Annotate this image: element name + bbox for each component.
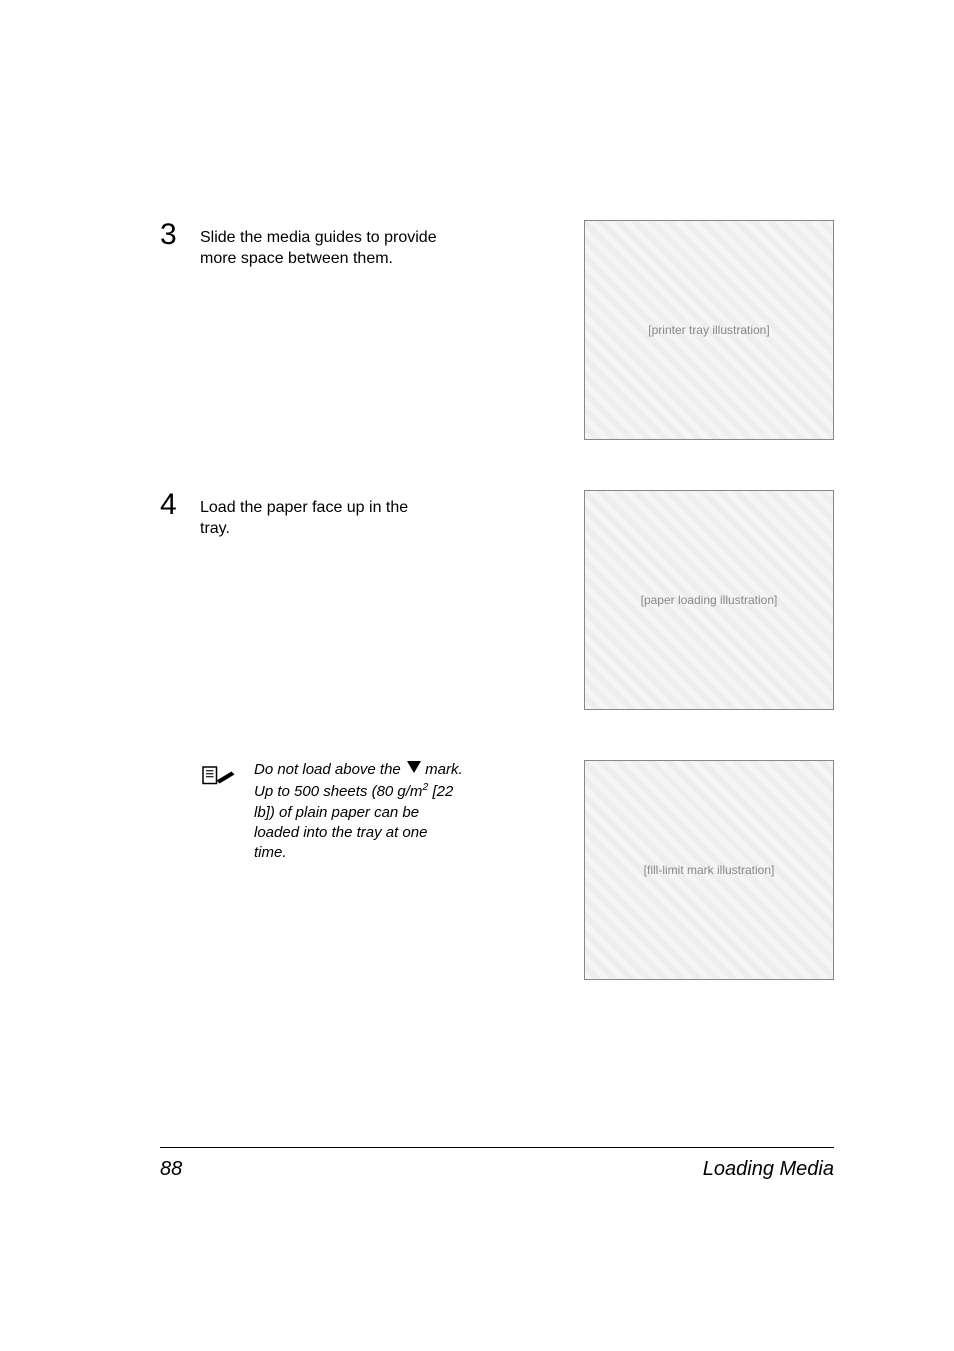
paper-loading-illustration: [paper loading illustration] [584,490,834,710]
note-text: Do not load above the mark. Up to 500 sh… [254,760,464,863]
note-icon [200,764,236,788]
page-footer: 88 Loading Media [160,1147,834,1181]
fill-limit-illustration: [fill-limit mark illustration] [584,760,834,980]
step-number: 4 [160,490,180,520]
fill-limit-triangle-icon [407,761,421,773]
step-4-row: 4 Load the paper face up in the tray. [p… [160,490,834,710]
note-prefix: Do not load above the [254,761,405,778]
step-4-text: Load the paper face up in the tray. [200,490,440,540]
figure-container: [printer tray illustration] [460,220,834,440]
section-title: Loading Media [703,1158,834,1181]
printer-tray-illustration: [printer tray illustration] [584,220,834,440]
step-number: 3 [160,220,180,250]
note-block: Do not load above the mark. Up to 500 sh… [200,760,464,863]
note-row: Do not load above the mark. Up to 500 sh… [160,760,834,980]
figure-container: [paper loading illustration] [460,490,834,710]
manual-page: 3 Slide the media guides to provide more… [0,0,954,1351]
page-number: 88 [160,1158,182,1181]
step-3-text: Slide the media guides to provide more s… [200,220,440,270]
step-3-row: 3 Slide the media guides to provide more… [160,220,834,440]
figure-container: [fill-limit mark illustration] [484,760,834,980]
